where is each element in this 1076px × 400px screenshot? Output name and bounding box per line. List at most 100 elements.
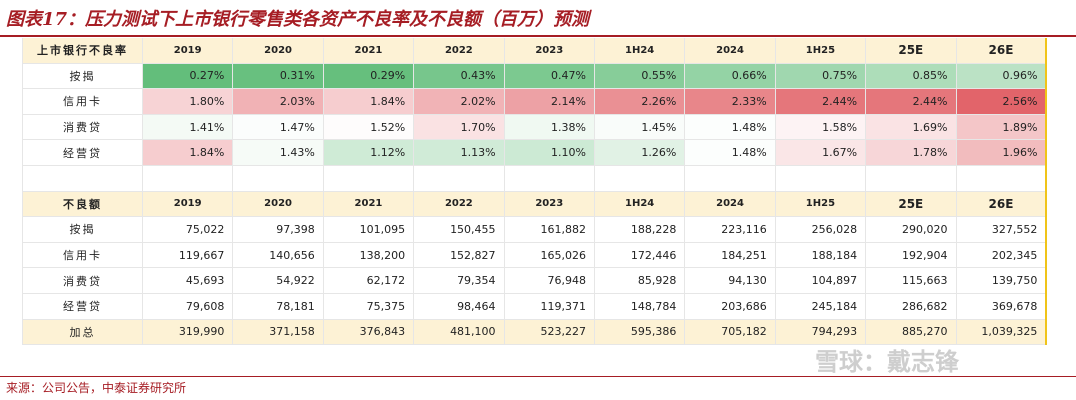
rate-cell: 1.26% (593, 139, 685, 166)
total-cell: 371,158 (232, 319, 324, 346)
amount-row: 信用卡 119,667 140,656 138,200 152,827 165,026 17… (22, 242, 1048, 269)
rate-cell: 2.44% (865, 88, 957, 115)
amount-cell: 369,678 (955, 293, 1048, 320)
amount-cell: 101,095 (322, 216, 414, 243)
rate-cell: 1.47% (232, 114, 324, 141)
amount-cell: 104,897 (774, 267, 866, 294)
rate-cell: 0.85% (865, 63, 957, 90)
amount-cell: 172,446 (593, 242, 685, 269)
rate-cell: 0.29% (322, 63, 414, 90)
rate-cell: 1.84% (322, 88, 414, 115)
column-header: 25E (865, 38, 957, 64)
figure-title: 图表17：压力测试下上市银行零售类各资产不良率及不良额（百万）预测 (6, 9, 590, 30)
header-label: 不良额 (22, 191, 143, 218)
column-header: 2019 (141, 191, 233, 218)
rate-cell: 1.69% (865, 114, 957, 141)
total-cell: 376,843 (322, 319, 414, 346)
column-header: 1H25 (774, 191, 866, 218)
empty-cell (503, 165, 595, 192)
rate-cell: 1.70% (413, 114, 505, 141)
empty-cell (413, 165, 505, 192)
title-divider (0, 35, 1076, 37)
column-header: 2023 (503, 191, 595, 218)
rate-cell: 0.43% (413, 63, 505, 90)
rate-cell: 2.56% (955, 88, 1048, 115)
amount-cell: 165,026 (503, 242, 595, 269)
rate-cell: 2.02% (413, 88, 505, 115)
column-header: 1H24 (593, 191, 685, 218)
column-header: 26E (955, 38, 1048, 64)
amount-cell: 140,656 (232, 242, 324, 269)
amount-cell: 203,686 (684, 293, 776, 320)
rate-cell: 0.47% (503, 63, 595, 90)
amount-cell: 79,354 (413, 267, 505, 294)
column-header: 25E (865, 191, 957, 218)
column-header: 2021 (322, 191, 414, 218)
rate-cell: 0.31% (232, 63, 324, 90)
amount-cell: 119,667 (141, 242, 233, 269)
amount-cell: 79,608 (141, 293, 233, 320)
rate-cell: 1.96% (955, 139, 1048, 166)
rate-cell: 1.41% (141, 114, 233, 141)
total-cell: 595,386 (593, 319, 685, 346)
amount-row: 消费贷 45,693 54,922 62,172 79,354 76,948 85,928 9… (22, 267, 1048, 294)
column-header: 2024 (684, 191, 776, 218)
spacer-row (22, 165, 1048, 192)
column-header: 2024 (684, 38, 776, 64)
rate-cell: 1.45% (593, 114, 685, 141)
rate-cell: 2.33% (684, 88, 776, 115)
amount-cell: 78,181 (232, 293, 324, 320)
rate-cell: 1.84% (141, 139, 233, 166)
amount-cell: 188,228 (593, 216, 685, 243)
rate-cell: 1.67% (774, 139, 866, 166)
total-cell: 319,990 (141, 319, 233, 346)
rate-row: 消费贷 1.41% 1.47% 1.52% 1.70% 1.38% 1.45% 1.48% 1.… (22, 114, 1048, 141)
total-cell: 523,227 (503, 319, 595, 346)
row-label: 按揭 (22, 63, 143, 90)
rate-cell: 1.38% (503, 114, 595, 141)
empty-cell (322, 165, 414, 192)
rate-cell: 0.27% (141, 63, 233, 90)
empty-cell (865, 165, 957, 192)
empty-cell (232, 165, 324, 192)
empty-cell (593, 165, 685, 192)
amount-cell: 152,827 (413, 242, 505, 269)
amount-cell: 148,784 (593, 293, 685, 320)
row-label: 消费贷 (22, 267, 143, 294)
empty-cell (141, 165, 233, 192)
amount-cell: 76,948 (503, 267, 595, 294)
rate-cell: 0.75% (774, 63, 866, 90)
column-header: 2020 (232, 191, 324, 218)
rate-cell: 1.89% (955, 114, 1048, 141)
amount-cell: 161,882 (503, 216, 595, 243)
data-table: 上市银行不良率 2019 2020 2021 2022 2023 1H24 2024 1H25 2… (22, 38, 1048, 346)
amount-cell: 115,663 (865, 267, 957, 294)
column-header: 2023 (503, 38, 595, 64)
source-note: 来源：公司公告，中泰证券研究所 (6, 381, 187, 395)
row-label: 信用卡 (22, 88, 143, 115)
rate-cell: 2.26% (593, 88, 685, 115)
amount-cell: 150,455 (413, 216, 505, 243)
amount-cell: 245,184 (774, 293, 866, 320)
column-header: 2021 (322, 38, 414, 64)
rate-cell: 2.44% (774, 88, 866, 115)
rate-cell: 2.14% (503, 88, 595, 115)
total-cell: 885,270 (865, 319, 957, 346)
rate-cell: 1.52% (322, 114, 414, 141)
row-label: 消费贷 (22, 114, 143, 141)
amount-cell: 94,130 (684, 267, 776, 294)
amount-cell: 97,398 (232, 216, 324, 243)
rate-cell: 2.03% (232, 88, 324, 115)
amount-cell: 286,682 (865, 293, 957, 320)
total-cell: 794,293 (774, 319, 866, 346)
amount-cell: 139,750 (955, 267, 1048, 294)
rate-row: 经营贷 1.84% 1.43% 1.12% 1.13% 1.10% 1.26% 1.48% 1.… (22, 139, 1048, 166)
amount-cell: 184,251 (684, 242, 776, 269)
row-label: 按揭 (22, 216, 143, 243)
rate-cell: 0.55% (593, 63, 685, 90)
total-label: 加总 (22, 319, 143, 346)
column-header: 2022 (413, 191, 505, 218)
rate-cell: 1.78% (865, 139, 957, 166)
amount-cell: 188,184 (774, 242, 866, 269)
rate-row: 信用卡 1.80% 2.03% 1.84% 2.02% 2.14% 2.26% 2.33% 2.… (22, 88, 1048, 115)
